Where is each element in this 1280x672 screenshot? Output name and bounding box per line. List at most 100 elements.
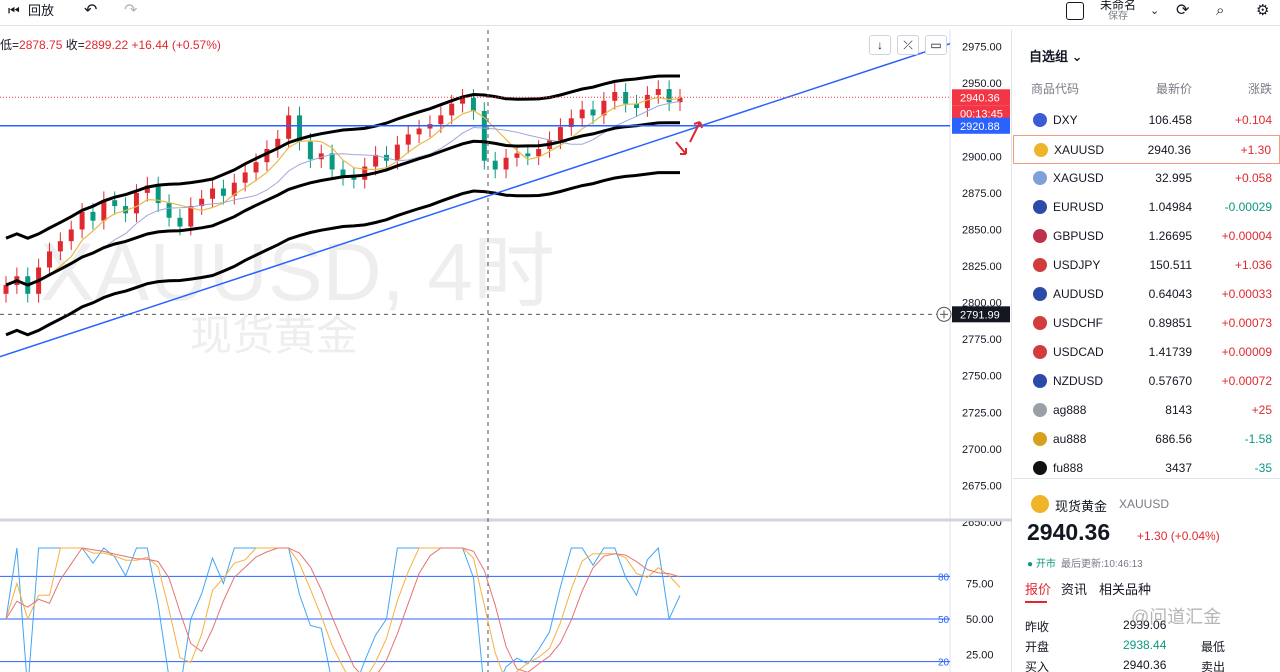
watchlist-header: 商品代码 最新价 涨跌 <box>1013 80 1280 100</box>
price-chart[interactable]: XAUUSD, 4时现货黄金2975.002950.002925.002900.… <box>0 30 1012 672</box>
price-change: +0.104 <box>1234 113 1272 127</box>
candle-body <box>612 91 618 101</box>
arrow-down-icon[interactable]: ↓ <box>869 35 891 55</box>
symbol-name: fu888 <box>1053 461 1084 475</box>
flag-icon <box>1033 432 1047 446</box>
level-price-tag-bg <box>952 117 1010 134</box>
tab-related[interactable]: 相关品种 <box>1099 582 1152 597</box>
flag-icon <box>1033 461 1047 475</box>
layout-icon[interactable] <box>1066 2 1084 20</box>
bollinger-mid-line <box>5 121 680 287</box>
flag-icon <box>1033 258 1047 272</box>
crosshair-price-tag: 2791.99 <box>960 309 1000 321</box>
last-price: 0.64043 <box>1148 287 1192 301</box>
price-tick-label: 2775.00 <box>962 334 1002 346</box>
candle-body <box>416 128 422 135</box>
candle-body <box>210 188 216 199</box>
flag-icon <box>1034 143 1048 157</box>
symbol-name: USDCHF <box>1053 316 1103 330</box>
candle-body <box>318 153 324 160</box>
watchlist-row[interactable]: au888 686.56 -1.58 <box>1013 425 1280 454</box>
watchlist-row[interactable]: ag888 8143 +25 <box>1013 396 1280 425</box>
candle-body <box>557 127 563 141</box>
watchlist-row[interactable]: USDCAD 1.41739 +0.00009 <box>1013 338 1280 367</box>
last-price: 1.41739 <box>1148 345 1192 359</box>
symbol-name: USDCAD <box>1053 345 1104 359</box>
last-price: 150.511 <box>1149 258 1193 272</box>
sync-icon[interactable]: ⟳ <box>1176 2 1190 19</box>
watchlist-row[interactable]: NZDUSD 0.57670 +0.00072 <box>1013 367 1280 396</box>
last-price: 8143 <box>1165 403 1192 417</box>
candle-body <box>362 166 368 180</box>
header-last: 最新价 <box>1155 82 1192 96</box>
watchlist-title[interactable]: 自选组 ⌄ <box>1029 49 1083 64</box>
watchlist-row[interactable]: DXY 106.458 +0.104 <box>1013 106 1280 135</box>
watchlist-row[interactable]: EURUSD 1.04984 -0.00029 <box>1013 193 1280 222</box>
price-tick-label: 2750.00 <box>962 371 1002 383</box>
watchlist-row[interactable]: AUDUSD 0.64043 +0.00033 <box>1013 280 1280 309</box>
candle-body <box>373 154 379 167</box>
chart-area[interactable]: XAUUSD, 4时现货黄金2975.002950.002925.002900.… <box>0 30 1012 672</box>
watchlist-row[interactable]: XAUUSD 2940.36 +1.30 <box>1013 135 1280 164</box>
symbol-name: GBPUSD <box>1053 229 1104 243</box>
candle-body <box>68 229 74 242</box>
watchlist-row[interactable]: XAGUSD 32.995 +0.058 <box>1013 164 1280 193</box>
low-label-detail: 最低 <box>1201 640 1226 654</box>
price-change: -0.00029 <box>1224 200 1272 214</box>
candle-body <box>329 153 335 170</box>
price-tick-label: 2725.00 <box>962 407 1002 419</box>
replay-icon[interactable]: ⏮ <box>8 3 20 18</box>
undo-icon[interactable]: ↶ <box>84 2 98 19</box>
watchlist-row[interactable]: USDJPY 150.511 +1.036 <box>1013 251 1280 280</box>
redo-icon[interactable]: ↷ <box>124 2 138 19</box>
search-icon[interactable]: ⌕ <box>1216 2 1225 19</box>
tab-news[interactable]: 资讯 <box>1061 582 1088 597</box>
osc-level-label: 50 <box>938 615 950 626</box>
close-label: 收= <box>65 38 85 52</box>
price-tick-label: 2850.00 <box>962 224 1002 236</box>
osc-tick-label: 50.00 <box>966 614 994 626</box>
flag-icon <box>1033 171 1047 185</box>
flag-icon <box>1033 113 1047 127</box>
price-tick-label: 2950.00 <box>962 78 1002 90</box>
ma-mid-line <box>5 100 681 286</box>
osc-slow-line <box>5 547 681 672</box>
bollinger-lower-line <box>5 171 680 337</box>
watchlist-row[interactable]: fu888 3437 -35 <box>1013 454 1280 483</box>
osc-level-label: 20 <box>938 658 950 669</box>
gear-icon[interactable]: ⚙ <box>1256 2 1270 19</box>
candle-body <box>481 110 487 161</box>
collapse-icon[interactable]: ⤫ <box>897 35 919 55</box>
detail-name: 现货黄金 <box>1055 499 1108 514</box>
candle-body <box>340 169 346 177</box>
maximize-icon[interactable]: ▭ <box>925 35 947 55</box>
symbol-name: EURUSD <box>1053 200 1104 214</box>
price-change: +0.00009 <box>1221 345 1272 359</box>
osc-level-label: 80 <box>938 572 950 583</box>
candle-body <box>644 94 650 109</box>
layout-name[interactable]: 未命名 <box>1100 0 1137 12</box>
chart-watermark-name: 现货黄金 <box>190 312 358 359</box>
candle-body <box>677 97 683 103</box>
tab-quote[interactable]: 报价 <box>1025 582 1052 597</box>
flag-icon <box>1033 200 1047 214</box>
flag-icon <box>1033 229 1047 243</box>
watchlist-row[interactable]: USDCHF 0.89851 +0.00073 <box>1013 309 1280 338</box>
candle-body <box>166 203 172 218</box>
replay-button[interactable]: 回放 <box>28 3 55 18</box>
last-price: 3437 <box>1165 461 1192 475</box>
candle-body <box>112 200 118 207</box>
open-label: 开盘 <box>1025 640 1050 654</box>
candle-body <box>601 100 607 116</box>
last-price: 0.89851 <box>1148 316 1192 330</box>
candle-body <box>492 160 498 170</box>
candle-body <box>634 103 640 109</box>
trend-line <box>0 42 951 358</box>
last-price: 106.458 <box>1148 113 1192 127</box>
watchlist-row[interactable]: GBPUSD 1.26695 +0.00004 <box>1013 222 1280 251</box>
chevron-down-icon[interactable]: ⌄ <box>1150 5 1160 17</box>
candle-body <box>242 172 248 183</box>
candle-body <box>470 97 476 111</box>
header-change: 涨跌 <box>1247 82 1272 96</box>
countdown-tag: 00:13:45 <box>960 108 1003 120</box>
